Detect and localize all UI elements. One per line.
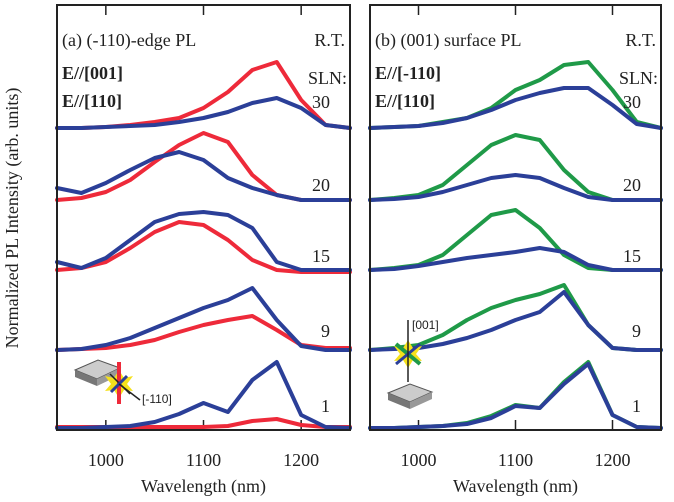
- spectrum-curve: [368, 246, 663, 272]
- annotation: R.T.: [625, 30, 656, 50]
- spectrum-curve: [368, 133, 663, 202]
- axis-arrow: [118, 383, 141, 401]
- spectrum-curve: [55, 220, 352, 274]
- x-axis-label: Wavelength (nm): [141, 476, 266, 497]
- x-tick-label: 1000: [401, 450, 437, 470]
- spectrum-curve: [368, 362, 663, 430]
- x-tick-label: 1100: [498, 450, 533, 470]
- sample-side: [388, 393, 410, 409]
- sample-side: [75, 370, 97, 386]
- legend-entry: E//[110]: [375, 91, 435, 111]
- legend-entry: E//[110]: [62, 91, 122, 111]
- legend-entry: E//[-110]: [375, 63, 441, 83]
- sln-label: 30: [623, 92, 641, 112]
- panel-frame: [369, 4, 662, 431]
- spectrum-curve: [55, 150, 352, 202]
- x-tick-label: 1200: [283, 450, 319, 470]
- sln-label: 30: [312, 92, 330, 112]
- panel-frame: [56, 4, 351, 431]
- sln-title: SLN:: [619, 68, 658, 88]
- panel-title: (b) (001) surface PL: [375, 30, 521, 51]
- spectrum-curve: [368, 173, 663, 202]
- sln-label: 15: [623, 246, 641, 266]
- x-tick-label: 1200: [595, 450, 631, 470]
- inset-label: [-110]: [142, 392, 172, 406]
- x-tick-label: 1000: [88, 450, 124, 470]
- spectrum-curve: [55, 286, 352, 352]
- sln-label: 20: [623, 175, 641, 195]
- legend-entry: E//[001]: [62, 63, 123, 83]
- inset-label: [001]: [412, 318, 439, 332]
- sln-label: 1: [321, 396, 330, 416]
- sln-label: 9: [632, 321, 641, 341]
- x-axis-label: Wavelength (nm): [453, 476, 578, 497]
- spectrum-curve: [55, 360, 352, 430]
- spectrum-curve: [55, 210, 352, 272]
- spectrum-curve: [55, 131, 352, 202]
- x-tick-label: 1100: [186, 450, 221, 470]
- spectrum-curve: [368, 86, 663, 130]
- annotation: R.T.: [314, 30, 345, 50]
- sln-title: SLN:: [308, 68, 347, 88]
- spectrum-curve: [368, 208, 663, 272]
- y-axis-label: Normalized PL Intensity (arb. units): [2, 88, 23, 349]
- spectrum-curve: [55, 96, 352, 130]
- sample-side: [410, 392, 432, 409]
- sln-label: 15: [312, 246, 330, 266]
- panel-title: (a) (-110)-edge PL: [62, 30, 196, 51]
- sln-label: 20: [312, 175, 330, 195]
- sln-label: 1: [632, 396, 641, 416]
- sln-label: 9: [321, 321, 330, 341]
